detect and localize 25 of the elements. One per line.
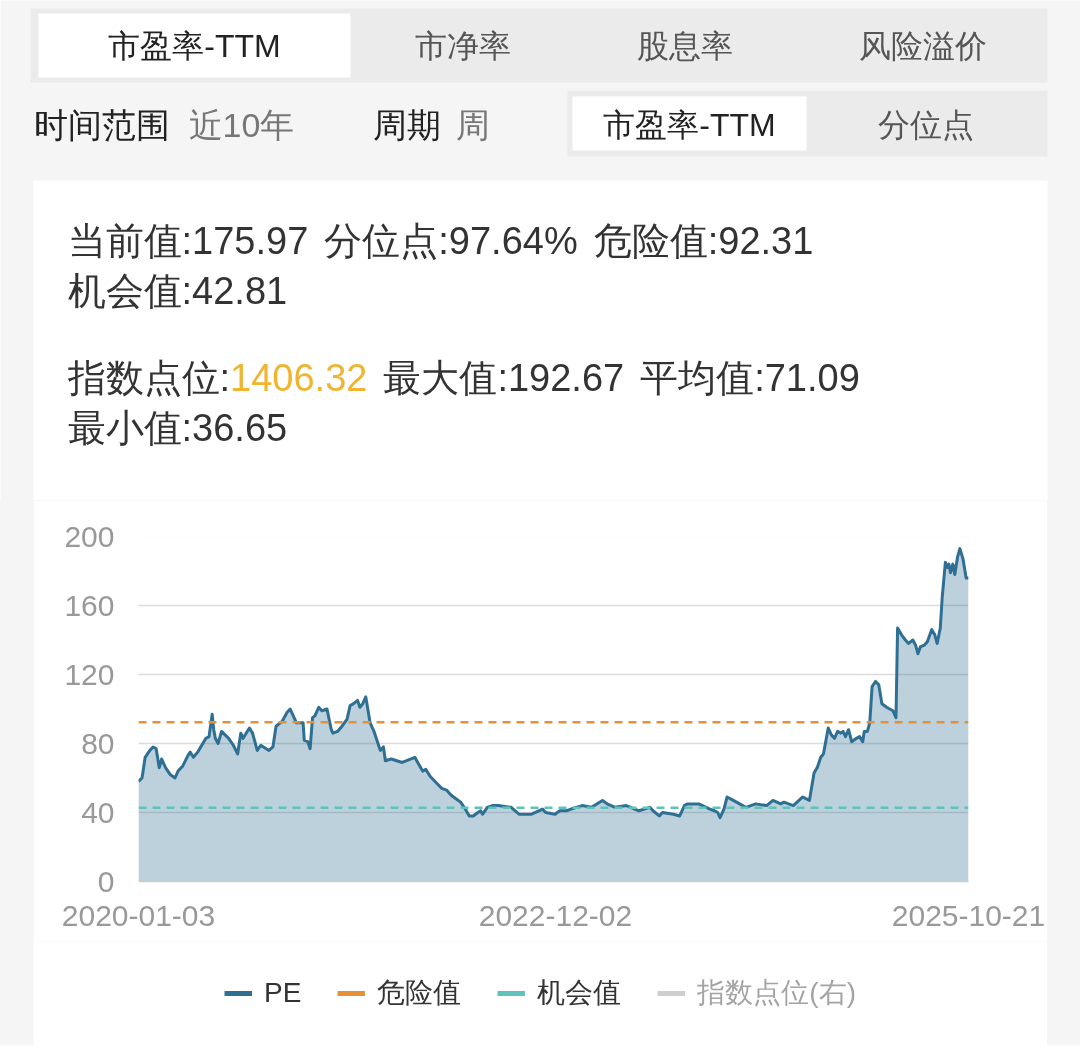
y-tick-label: 160 xyxy=(64,588,115,622)
text: 周 xyxy=(455,105,490,144)
text: 时间范围 xyxy=(33,105,170,144)
y-tick-label: 80 xyxy=(81,726,115,760)
legend-label: 危险值 xyxy=(377,976,462,1010)
legend-label: PE xyxy=(263,977,302,1009)
y-tick-label: 120 xyxy=(64,657,115,691)
x-tick-label: 2022-12-02 xyxy=(478,898,633,932)
chart-title: 当前值:175.97 分位点:97.64% 危险值:92.31 机会值:42.81 xyxy=(67,219,814,312)
text: 市盈率-TTM xyxy=(603,106,776,143)
x-tick-label: 2020-01-03 xyxy=(61,898,216,932)
y-tick-label: 40 xyxy=(81,795,115,829)
y-tick-label: 0 xyxy=(97,864,115,898)
legend-label: 指数点位(右) xyxy=(697,976,857,1010)
text: 股息率 xyxy=(636,27,733,64)
text: 周期 xyxy=(372,105,441,144)
x-tick-label: 2025-10-21 xyxy=(891,898,1046,932)
text: 近10年 xyxy=(188,105,295,144)
text: 市净率 xyxy=(414,27,511,64)
text: 风险溢价 xyxy=(858,27,987,64)
text: 分位点 xyxy=(877,106,974,143)
text: 指数点位:1406.32 最大值:192.67 平均值:71.09 最小值:36.65 xyxy=(67,356,860,449)
legend-label: 机会值 xyxy=(537,976,622,1010)
text: 市盈率-TTM xyxy=(108,27,281,64)
y-tick-label: 200 xyxy=(64,519,115,553)
